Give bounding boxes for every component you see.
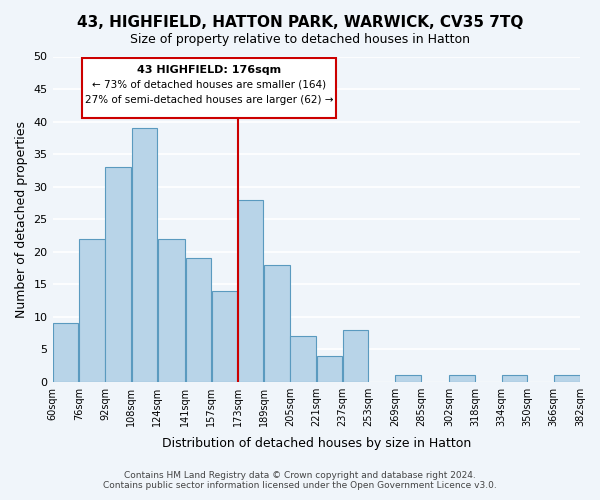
Bar — [106, 167, 131, 382]
Text: Size of property relative to detached houses in Hatton: Size of property relative to detached ho… — [130, 32, 470, 46]
Bar — [290, 336, 316, 382]
Bar — [449, 375, 475, 382]
Bar — [238, 200, 263, 382]
X-axis label: Distribution of detached houses by size in Hatton: Distribution of detached houses by size … — [161, 437, 471, 450]
Text: Contains HM Land Registry data © Crown copyright and database right 2024.
Contai: Contains HM Land Registry data © Crown c… — [103, 470, 497, 490]
Text: 27% of semi-detached houses are larger (62) →: 27% of semi-detached houses are larger (… — [85, 95, 333, 105]
Bar — [158, 238, 185, 382]
Bar — [53, 323, 79, 382]
Text: 43, HIGHFIELD, HATTON PARK, WARWICK, CV35 7TQ: 43, HIGHFIELD, HATTON PARK, WARWICK, CV3… — [77, 15, 523, 30]
Bar — [343, 330, 368, 382]
Y-axis label: Number of detached properties: Number of detached properties — [15, 120, 28, 318]
Bar — [264, 264, 290, 382]
Bar — [212, 290, 237, 382]
Text: 43 HIGHFIELD: 176sqm: 43 HIGHFIELD: 176sqm — [137, 65, 281, 75]
Bar — [185, 258, 211, 382]
Bar — [317, 356, 342, 382]
Bar — [131, 128, 157, 382]
Bar — [79, 238, 104, 382]
FancyBboxPatch shape — [82, 58, 336, 118]
Text: ← 73% of detached houses are smaller (164): ← 73% of detached houses are smaller (16… — [92, 80, 326, 90]
Bar — [502, 375, 527, 382]
Bar — [395, 375, 421, 382]
Bar — [554, 375, 580, 382]
